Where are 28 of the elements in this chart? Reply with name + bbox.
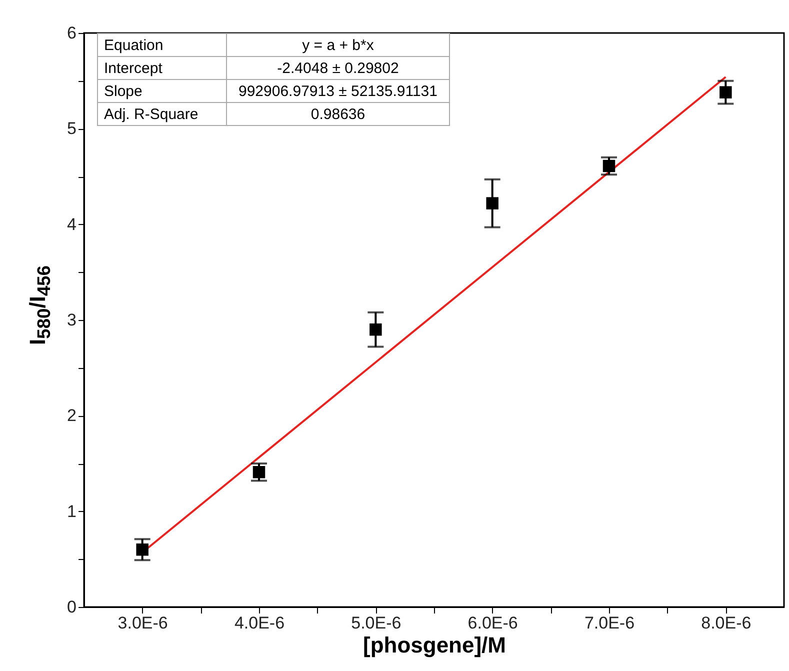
x-tick-label: 3.0E-6 [118, 614, 168, 632]
point [370, 323, 382, 336]
annotation: Adj. R-Square [98, 102, 226, 126]
y-tick-label: 0 [67, 598, 76, 616]
annotation: Intercept [98, 56, 226, 80]
y-tick-label: 5 [67, 119, 76, 138]
annotation: 0.98636 [226, 102, 450, 126]
y-tick-label: 1 [67, 502, 76, 521]
annotation: y = a + b*x [226, 34, 450, 56]
x-tick-label: 6.0E-6 [468, 614, 518, 632]
point [602, 160, 616, 172]
x-tick-label: 4.0E-6 [234, 614, 285, 632]
annotation: Equation [98, 34, 226, 56]
annotation: 992906.97913 ± 52135.91131 [226, 80, 450, 102]
y-tick-label: 2 [67, 406, 76, 426]
x-tick-label: 8.0E-6 [701, 614, 752, 632]
y-tick-label: 3 [67, 310, 76, 330]
y-tick-label: 4 [67, 214, 76, 234]
point [252, 466, 266, 478]
y-tick-label: 6 [67, 24, 76, 42]
x-tick-label: 5.0E-6 [351, 614, 402, 632]
annotation: Slope [98, 80, 226, 102]
x-axis-title: [phosgene]/M [363, 632, 506, 658]
x-tick-label: 7.0E-6 [584, 614, 635, 632]
annotation: -2.4048 ± 0.29802 [226, 56, 450, 80]
point [486, 197, 498, 210]
point [136, 543, 148, 556]
point [720, 86, 732, 98]
